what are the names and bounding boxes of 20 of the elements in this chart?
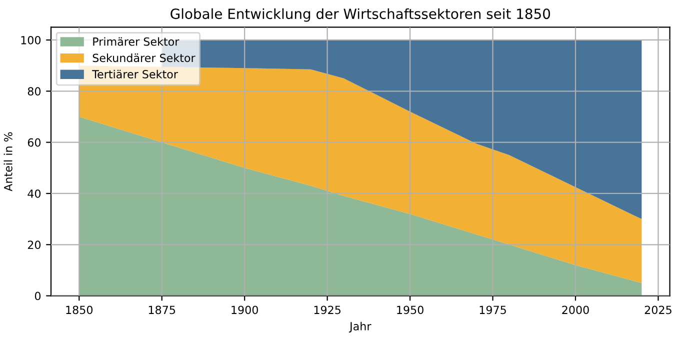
y-tick-label: 40 xyxy=(28,189,41,198)
x-tick-label: 1950 xyxy=(397,306,424,314)
legend-label: Tertiärer Sektor xyxy=(92,70,178,78)
y-tick-label: 20 xyxy=(28,240,41,250)
x-tick-label: 2025 xyxy=(644,306,672,314)
chart-title: Globale Entwicklung der Wirtschaftssektoren seit 1850 xyxy=(170,8,550,22)
y-tick-label: 0 xyxy=(34,292,41,300)
x-tick-label: 1925 xyxy=(314,306,340,314)
x-tick-label: 2000 xyxy=(562,306,589,314)
x-axis-title: Jahr xyxy=(348,322,372,332)
y-tick-label: 100 xyxy=(21,36,41,44)
x-tick-label: 1900 xyxy=(232,306,258,314)
x-tick-label: 1875 xyxy=(148,306,176,314)
y-tick-label: 60 xyxy=(28,138,41,147)
y-axis-title: Anteil in % xyxy=(4,132,12,192)
x-tick-label: 1975 xyxy=(480,306,506,314)
x-tick-label: 1850 xyxy=(66,306,93,314)
y-tick-label: 80 xyxy=(28,87,41,96)
legend-label: Primärer Sektor xyxy=(93,37,180,46)
legend-label: Sekundärer Sektor xyxy=(92,54,196,62)
